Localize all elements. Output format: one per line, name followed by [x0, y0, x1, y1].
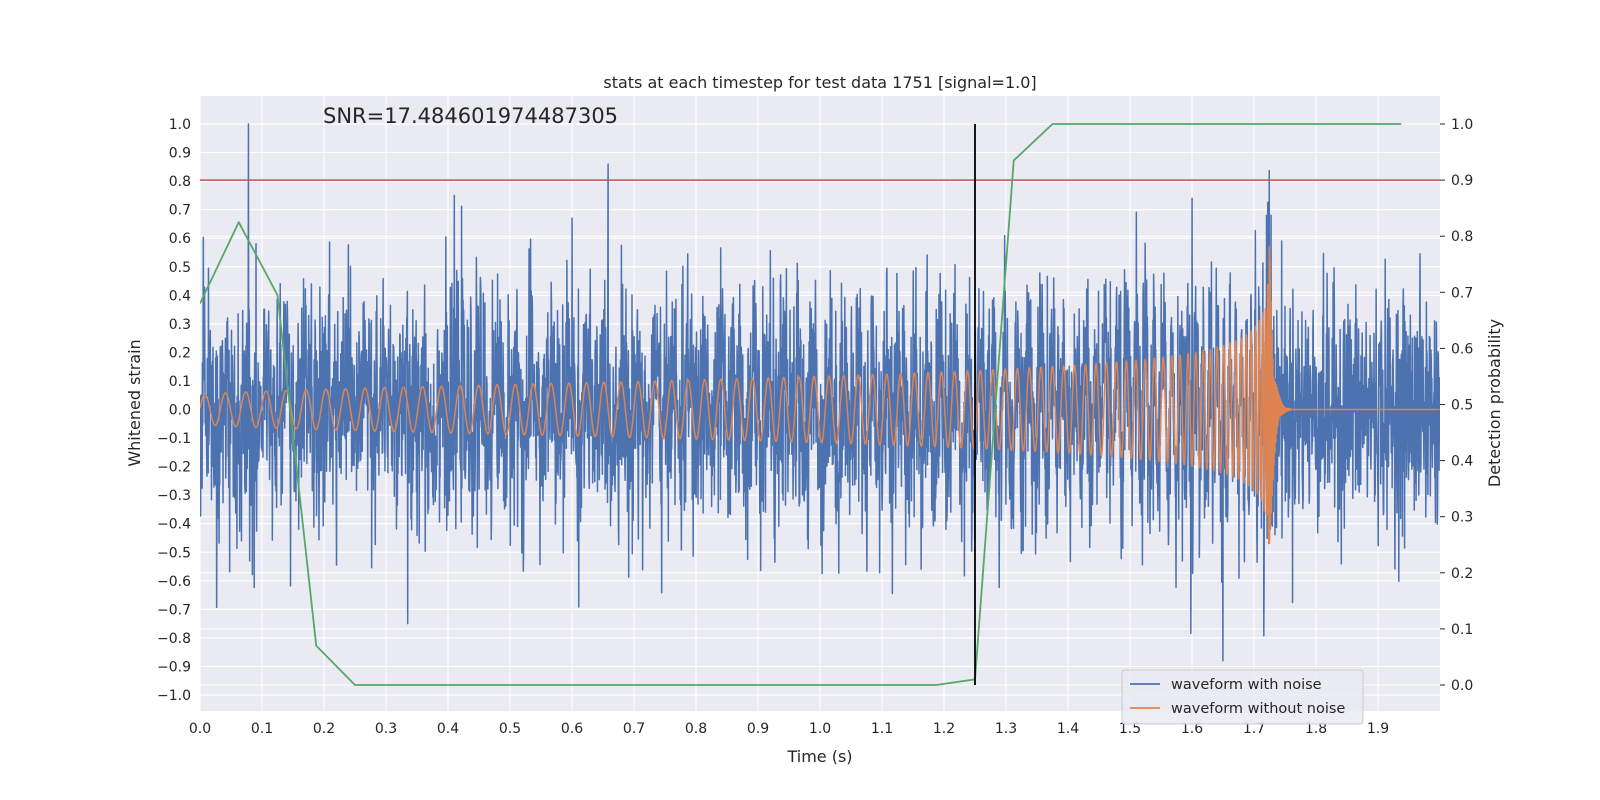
y-tick-label: 0.7: [169, 203, 191, 219]
legend: waveform with noise waveform without noi…: [1121, 669, 1364, 725]
y-tick-label: 0.0: [169, 403, 191, 419]
y-right-tick-labels: 1.0 0.9 0.8 0.7 0.6 0.5 0.4 0.3 0.2 0.1 0.0: [1440, 117, 1473, 694]
y-tick-label: 0.9: [169, 146, 191, 162]
snr-annotation: SNR=17.484601974487305: [323, 104, 618, 128]
y-tick-label: −0.6: [157, 574, 191, 590]
y-tick-label: 0.6: [169, 231, 191, 247]
y-right-tick-label: 0.0: [1451, 678, 1473, 694]
y-right-axis-label: Detection probability: [1485, 319, 1504, 487]
x-tick-labels: 0.0 0.1 0.2 0.3 0.4 0.5 0.6 0.7 0.8 0.9 1.0 1.1 1.2 1…: [189, 721, 1389, 737]
y-tick-label: −0.1: [157, 431, 191, 447]
x-tick-label: 0.8: [685, 721, 707, 737]
y-tick-label: 1.0: [169, 117, 191, 133]
y-tick-label: 0.2: [169, 345, 191, 361]
x-tick-label: 1.1: [871, 721, 893, 737]
y-tick-label: −1.0: [157, 688, 191, 704]
y-right-tick-label: 0.9: [1451, 173, 1473, 189]
y-tick-labels: 1.0 0.9 0.8 0.7 0.6 0.5 0.4 0.3 0.2 0.1 0.0 −0.1 −0.…: [157, 117, 191, 704]
x-tick-label: 0.3: [375, 721, 397, 737]
y-tick-label: 0.3: [169, 317, 191, 333]
y-tick-label: −0.8: [157, 631, 191, 647]
y-right-tick-label: 0.3: [1451, 510, 1473, 526]
y-tick-label: 0.8: [169, 174, 191, 190]
legend-label-waveform-without-noise: waveform without noise: [1171, 701, 1345, 717]
y-tick-label: 0.4: [169, 288, 191, 304]
y-right-tick-label: 0.8: [1451, 229, 1473, 245]
x-tick-label: 0.6: [561, 721, 583, 737]
y-right-tick-label: 0.6: [1451, 341, 1473, 357]
y-right-tick-label: 0.5: [1451, 398, 1473, 414]
x-tick-label: 1.3: [995, 721, 1017, 737]
y-tick-label: −0.2: [157, 460, 191, 476]
x-tick-label: 0.0: [189, 721, 211, 737]
x-tick-label: 1.2: [933, 721, 955, 737]
y-axis-label: Whitened strain: [125, 339, 144, 466]
x-tick-label: 1.5: [1119, 721, 1141, 737]
y-tick-label: −0.5: [157, 545, 191, 561]
y-tick-label: −0.4: [157, 517, 191, 533]
x-tick-label: 0.5: [499, 721, 521, 737]
plot-area: [200, 123, 1440, 686]
y-right-tick-label: 0.1: [1451, 622, 1473, 638]
x-tick-label: 0.9: [747, 721, 769, 737]
x-tick-label: 1.4: [1057, 721, 1079, 737]
y-right-tick-label: 0.2: [1451, 566, 1473, 582]
y-tick-label: 0.5: [169, 260, 191, 276]
y-tick-label: −0.9: [157, 659, 191, 675]
x-tick-label: 0.2: [313, 721, 335, 737]
x-tick-label: 0.1: [251, 721, 273, 737]
y-right-tick-label: 0.4: [1451, 454, 1473, 470]
x-tick-label: 1.7: [1243, 721, 1265, 737]
legend-label-waveform-with-noise: waveform with noise: [1171, 677, 1322, 693]
x-axis-label: Time (s): [786, 747, 852, 766]
y-tick-label: −0.7: [157, 602, 191, 618]
series-line-waveform-without-noise: [200, 246, 1440, 545]
x-tick-label: 0.4: [437, 721, 459, 737]
y-right-tick-label: 0.7: [1451, 285, 1473, 301]
x-tick-label: 0.7: [623, 721, 645, 737]
y-tick-label: 0.1: [169, 374, 191, 390]
x-tick-label: 1.6: [1181, 721, 1203, 737]
x-tick-label: 1.0: [809, 721, 831, 737]
chart-title: stats at each timestep for test data 175…: [603, 73, 1036, 92]
x-tick-label: 1.9: [1367, 721, 1389, 737]
series-line-detection-probability: [200, 123, 1402, 686]
legend-box: [1121, 669, 1364, 725]
x-tick-label: 1.8: [1305, 721, 1327, 737]
y-right-tick-label: 1.0: [1451, 117, 1473, 133]
y-tick-label: −0.3: [157, 488, 191, 504]
